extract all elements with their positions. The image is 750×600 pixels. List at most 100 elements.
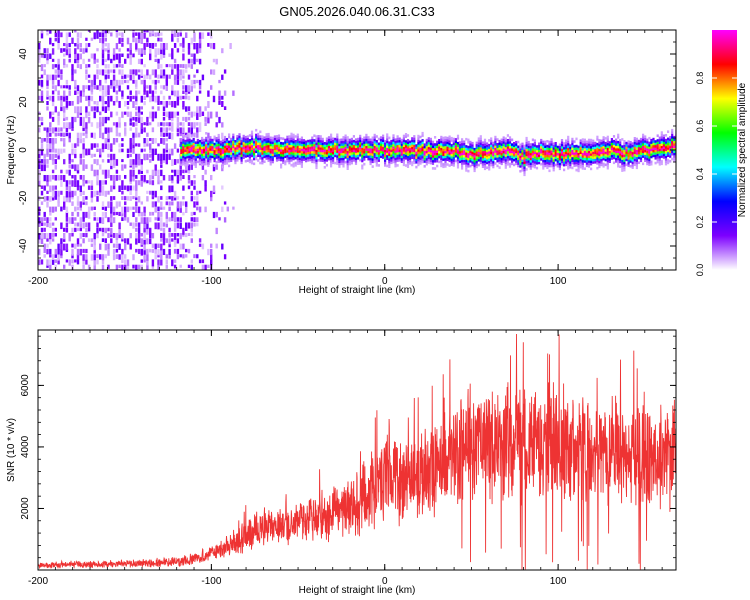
spectrogram-cell [267, 147, 270, 150]
spectrogram-cell [68, 185, 71, 192]
spectrogram-cell [504, 161, 507, 164]
spectrogram-cell [656, 151, 659, 154]
spectrogram-cell [38, 79, 41, 86]
spectrogram-cell [230, 154, 233, 158]
spectrogram-cell [223, 201, 227, 205]
spectrogram-cell [151, 211, 155, 216]
spectrogram-cell [421, 153, 424, 157]
spectrogram-x-ticks: -200 -100 0 100 [28, 30, 663, 287]
spectrogram-cell [359, 154, 362, 157]
spectrogram-cell [652, 142, 655, 146]
spectrogram-cell [160, 248, 163, 255]
spectrogram-cell [49, 30, 52, 34]
spectrogram-cell [377, 142, 380, 146]
spectrogram-cell [232, 150, 235, 153]
spectrogram-cell [87, 148, 91, 156]
spectrogram-cell [68, 53, 71, 58]
spectrogram-cell [121, 148, 124, 153]
spectrogram-cell [107, 264, 110, 269]
spectrogram-cell [319, 154, 322, 157]
spectrogram-cell [671, 140, 674, 144]
spectrogram-cell [315, 140, 318, 143]
spectrogram-cell [137, 90, 141, 95]
spectrogram-cell [277, 144, 281, 147]
spectrogram-cell [300, 138, 303, 142]
spectrogram-cell [43, 196, 46, 202]
spectrogram-cell [336, 152, 339, 156]
spectrogram-cell [315, 156, 318, 160]
spectrogram-cell [502, 153, 505, 156]
spectrogram-cell [140, 74, 143, 78]
spectrogram-cell [440, 152, 443, 156]
spectrogram-cell [277, 141, 281, 145]
spectrogram-cell [246, 154, 249, 158]
spectrogram-cell [63, 233, 66, 240]
spectrogram-cell [394, 150, 397, 153]
spectrogram-cell [579, 141, 582, 145]
spectrogram-cell [648, 136, 651, 140]
spectrogram-cell [171, 85, 174, 91]
spectrogram-cell [313, 141, 316, 145]
spectrogram-cell [288, 159, 291, 162]
spectrogram-cell [51, 43, 55, 47]
spectrogram-cell [492, 148, 495, 152]
spectrogram-cell [617, 148, 620, 151]
spectrogram-cell [508, 141, 512, 144]
spectrogram-cell [350, 152, 353, 155]
spectrogram-cell [579, 153, 582, 157]
spectrogram-cell [481, 146, 484, 149]
spectrogram-cell [65, 79, 69, 85]
spectrogram-cell [598, 153, 601, 157]
spectrogram-cell [350, 137, 353, 141]
spectrogram-cell [234, 161, 237, 165]
spectrogram-cell [63, 148, 66, 153]
spectrogram-cell [124, 243, 127, 251]
spectrogram-cell [193, 211, 196, 216]
spectrogram-cell [112, 233, 116, 238]
spectrogram-cell [129, 222, 132, 226]
spectrogram-cell [124, 217, 127, 221]
spectrogram-cell [63, 206, 66, 210]
spectrogram-cell [190, 144, 193, 148]
spectrogram-cell [377, 152, 380, 155]
spectrogram-cell [90, 95, 94, 102]
spectrogram-cell [93, 101, 96, 105]
spectrogram-cell [544, 152, 547, 156]
spectrogram-cell [361, 150, 364, 153]
spectrogram-cell [642, 148, 645, 151]
spectrogram-cell [165, 85, 168, 91]
spectrogram-cell [406, 148, 410, 152]
spectrogram-cell [475, 153, 478, 157]
spectrogram-cell [515, 140, 518, 144]
spectrogram-cell [182, 148, 185, 151]
spectrogram-cell [115, 30, 119, 33]
spectrogram-cell [271, 143, 274, 147]
spectrogram-cell [132, 95, 135, 100]
spectrogram-cell [548, 143, 551, 146]
spectrogram-cell [101, 143, 105, 150]
spectrogram-cell [173, 58, 177, 64]
spectrogram-cell [198, 142, 202, 145]
spectrogram-cell [342, 143, 345, 146]
spectrogram-cell [201, 153, 204, 157]
spectrogram-cell [671, 157, 674, 161]
spectrogram-cell [65, 43, 69, 50]
spectrogram-cell [373, 157, 376, 161]
spectrogram-cell [104, 106, 107, 113]
spectrogram-cell [107, 53, 110, 61]
spectrogram-cell [129, 206, 132, 211]
spectrogram-cell [46, 238, 49, 242]
spectrogram-cell [667, 161, 670, 165]
spectrogram-cell [348, 157, 351, 161]
spectrogram-cell [294, 154, 297, 157]
spectrogram-cell [151, 190, 155, 196]
spectrogram-cell [257, 149, 260, 153]
spectrogram-cell [173, 243, 177, 248]
spectrogram-cell [350, 145, 353, 148]
spectrogram-cell [662, 148, 665, 152]
spectrogram-cell [209, 143, 212, 146]
spectrogram-cell [168, 127, 171, 131]
spectrogram-cell [327, 143, 331, 146]
spectrogram-cell [71, 180, 74, 187]
spectrogram-cell [359, 144, 362, 147]
